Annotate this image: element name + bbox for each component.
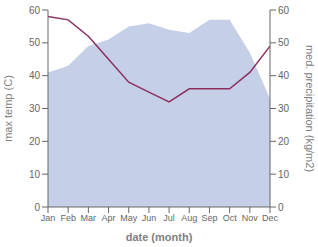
svg-text:30: 30	[29, 103, 41, 114]
svg-text:May: May	[120, 213, 138, 223]
svg-text:Dec: Dec	[262, 213, 279, 223]
svg-text:10: 10	[278, 169, 290, 180]
svg-text:0: 0	[278, 202, 284, 213]
svg-text:Aug: Aug	[181, 213, 197, 223]
svg-text:Sep: Sep	[201, 213, 217, 223]
svg-text:max temp (C): max temp (C)	[8, 75, 14, 142]
svg-text:Nov: Nov	[242, 213, 259, 223]
svg-text:Jul: Jul	[163, 213, 175, 223]
svg-text:Feb: Feb	[60, 213, 76, 223]
svg-text:40: 40	[29, 70, 41, 81]
svg-text:date (month): date (month)	[126, 231, 193, 243]
svg-text:med. precipitation (kg/m2): med. precipitation (kg/m2)	[304, 45, 310, 172]
svg-text:60: 60	[29, 5, 41, 16]
svg-text:Jun: Jun	[142, 213, 157, 223]
svg-text:50: 50	[29, 37, 41, 48]
svg-text:10: 10	[29, 169, 41, 180]
svg-text:30: 30	[278, 103, 290, 114]
svg-text:50: 50	[278, 37, 290, 48]
svg-text:20: 20	[278, 136, 290, 147]
svg-text:Apr: Apr	[102, 213, 116, 223]
svg-text:Mar: Mar	[81, 213, 97, 223]
svg-text:0: 0	[34, 202, 40, 213]
svg-text:60: 60	[278, 5, 290, 16]
svg-text:Oct: Oct	[223, 213, 238, 223]
svg-text:20: 20	[29, 136, 41, 147]
svg-text:Jan: Jan	[41, 213, 56, 223]
svg-text:40: 40	[278, 70, 290, 81]
